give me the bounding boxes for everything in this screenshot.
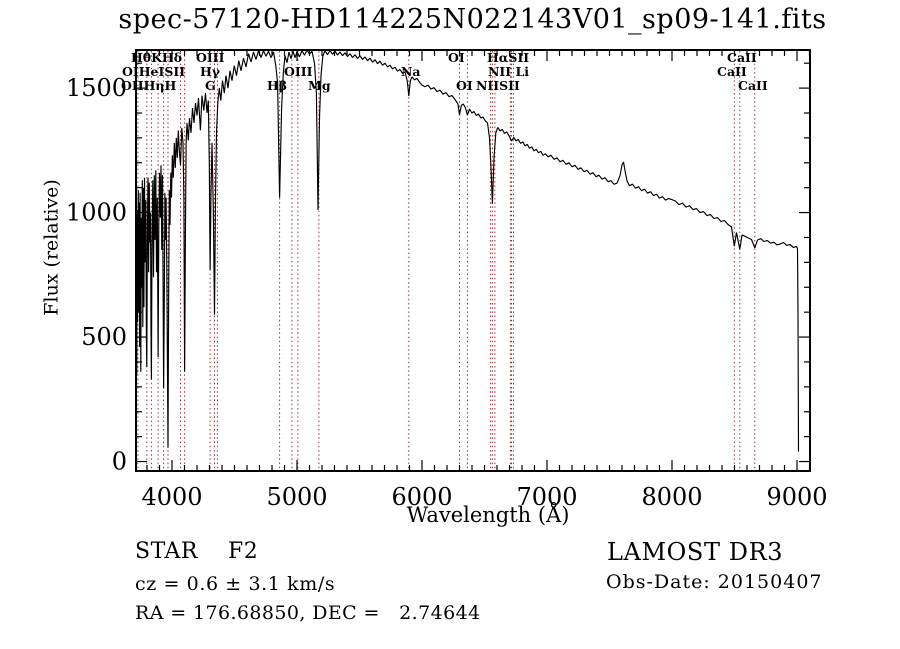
- obs-date-label: Obs-Date: 20150407: [606, 571, 823, 593]
- y-tick-label: 1000: [66, 199, 127, 227]
- x-tick-labels: 4000 5000 6000 7000 8000 9000: [141, 483, 827, 511]
- spectral-line-label: OI: [456, 78, 473, 93]
- spectral-line-label: HθK: [131, 50, 163, 65]
- spectral-line-label: HαSII: [487, 50, 529, 65]
- radial-velocity-label: cz = 0.6 ± 3.1 km/s: [135, 573, 336, 595]
- spectral-line-label: OIHeISII: [122, 64, 185, 79]
- y-tick-labels: 0 500 1000 1500: [66, 74, 127, 475]
- x-tick-label: 9000: [766, 483, 827, 511]
- x-tick-label: 5000: [266, 483, 327, 511]
- axis-ticks: [137, 51, 811, 470]
- x-tick-label: 4000: [141, 483, 202, 511]
- x-axis-label: Wavelength (Å): [406, 503, 570, 527]
- spectral-line-label: OIIHηH: [121, 78, 176, 93]
- spectrum-series: [135, 49, 800, 455]
- ra-dec-label: RA = 176.68850, DEC = 2.74644: [135, 602, 481, 624]
- spectral-line-label: Hγ: [200, 64, 221, 79]
- object-class-label: STAR F2: [135, 539, 259, 564]
- axis-frame: [135, 49, 811, 472]
- spectrum-curve: [135, 49, 800, 455]
- x-tick-label: 6000: [391, 483, 452, 511]
- spectral-line-label: OIII: [196, 50, 225, 65]
- spectral-line-label: OI: [448, 50, 465, 65]
- spectral-line-markers: [137, 51, 756, 470]
- spectral-line-label: Na: [401, 64, 421, 79]
- x-tick-label: 7000: [516, 483, 577, 511]
- spectral-line-label: OIII: [284, 64, 313, 79]
- plot-border: [135, 49, 811, 472]
- spectral-line-label: G: [205, 78, 216, 93]
- y-tick-label: 0: [112, 448, 127, 476]
- spectral-line-label: CaII: [727, 50, 757, 65]
- spectral-line-label: NIISII: [476, 78, 520, 93]
- survey-release-label: LAMOST DR3: [607, 538, 784, 566]
- spectral-line-label: CaII: [717, 64, 747, 79]
- y-tick-label: 1500: [66, 74, 127, 102]
- spectral-line-label: CaII: [738, 78, 768, 93]
- y-tick-label: 500: [81, 323, 127, 351]
- y-axis-label: Flux (relative): [40, 179, 63, 316]
- plot-title: spec-57120-HD114225N022143V01_sp09-141.f…: [118, 4, 827, 35]
- spectral-line-label: Mg: [308, 78, 331, 93]
- spectral-line-label: NII Li: [488, 64, 529, 79]
- x-tick-label: 8000: [641, 483, 702, 511]
